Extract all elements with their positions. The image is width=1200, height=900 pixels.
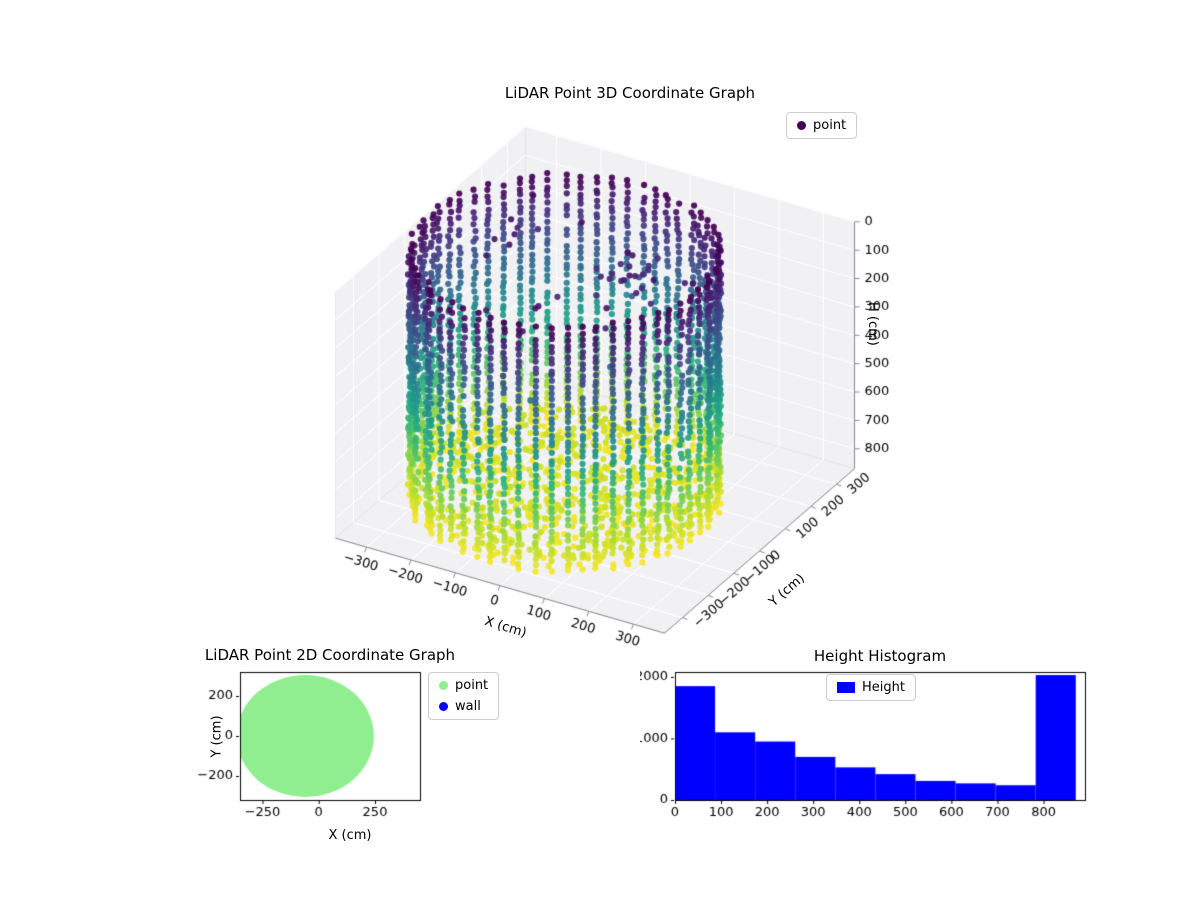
plot2d-legend: point wall: [428, 672, 500, 720]
plot3d-canvas: [280, 60, 980, 670]
wall-marker-icon: [439, 702, 448, 711]
plot3d-legend: point: [786, 112, 858, 139]
plot3d-legend-label: point: [813, 118, 847, 133]
plot3d-zlabel: H (cm): [865, 302, 880, 346]
legend-row-wall: wall: [439, 699, 481, 714]
histogram-legend: Height: [826, 674, 916, 701]
plot2d-xlabel: X (cm): [328, 828, 372, 843]
plot2d-legend-label-point: point: [455, 678, 489, 693]
plot2d-canvas: [195, 650, 455, 850]
height-bar-swatch-icon: [837, 682, 855, 693]
histogram-legend-label: Height: [862, 680, 905, 695]
plot2d-ylabel: Y (cm): [209, 715, 225, 758]
legend-row-point: point: [439, 678, 488, 693]
point-marker-icon: [797, 121, 806, 130]
point-marker-icon: [439, 681, 448, 690]
plot2d-legend-label-wall: wall: [455, 699, 481, 714]
